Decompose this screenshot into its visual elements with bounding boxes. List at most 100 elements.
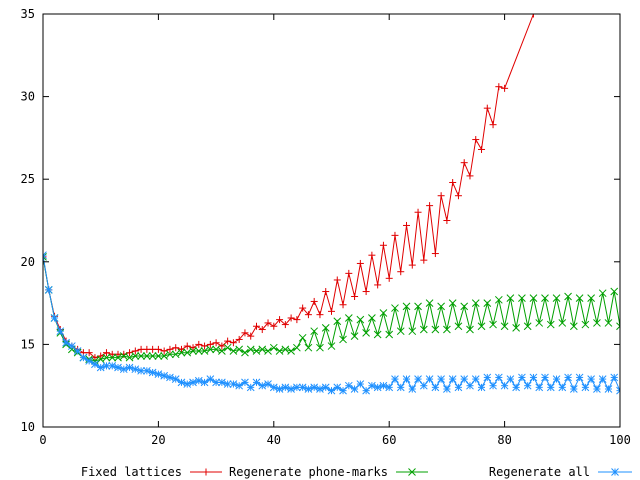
data-point xyxy=(73,347,82,355)
data-point xyxy=(293,316,301,324)
series-line xyxy=(43,14,534,359)
data-point xyxy=(518,373,526,382)
data-point xyxy=(466,381,474,390)
data-point xyxy=(281,383,290,392)
data-point xyxy=(391,304,399,312)
data-point xyxy=(472,136,480,144)
data-point xyxy=(437,375,445,383)
x-tick-label: 100 xyxy=(609,433,631,447)
data-point xyxy=(414,375,422,383)
data-point xyxy=(403,221,411,229)
data-point xyxy=(44,286,53,294)
legend-label: Regenerate all xyxy=(489,465,590,479)
data-point xyxy=(114,363,122,372)
data-point xyxy=(96,355,105,364)
data-point xyxy=(171,350,180,359)
data-point xyxy=(402,375,411,383)
data-point xyxy=(160,371,169,380)
data-point xyxy=(258,326,266,334)
data-point xyxy=(368,381,376,390)
data-point xyxy=(419,325,428,334)
x-tick-label: 80 xyxy=(497,433,511,447)
data-point xyxy=(391,231,399,239)
data-point xyxy=(362,328,370,337)
data-point xyxy=(339,301,347,309)
data-point xyxy=(460,302,469,311)
data-point xyxy=(298,333,307,342)
data-point xyxy=(379,381,388,390)
data-point xyxy=(281,345,290,354)
data-point xyxy=(575,294,584,302)
data-point xyxy=(437,192,445,200)
plot-frame xyxy=(42,13,621,428)
data-point xyxy=(443,217,451,224)
data-point xyxy=(408,385,417,393)
data-point xyxy=(396,327,405,336)
data-point xyxy=(218,378,226,387)
data-point xyxy=(546,320,555,329)
data-point xyxy=(351,292,359,300)
data-point xyxy=(471,375,480,383)
data-point xyxy=(137,352,145,360)
data-point xyxy=(558,383,567,392)
data-point xyxy=(131,352,140,360)
data-point xyxy=(252,322,260,330)
data-point xyxy=(269,343,278,352)
data-point xyxy=(194,347,203,355)
data-point xyxy=(552,375,561,383)
data-point xyxy=(310,297,318,305)
data-point xyxy=(102,349,110,357)
data-point xyxy=(431,325,440,334)
data-point xyxy=(304,343,313,352)
data-point xyxy=(328,307,335,315)
data-point xyxy=(246,345,255,354)
data-point xyxy=(85,349,93,357)
data-point xyxy=(299,304,307,312)
x-tick-label: 40 xyxy=(267,433,281,447)
data-point xyxy=(304,385,313,393)
data-point xyxy=(212,339,220,347)
data-point xyxy=(270,322,278,330)
data-point xyxy=(569,385,578,393)
data-point xyxy=(420,256,428,264)
x-tick-label: 60 xyxy=(382,433,396,447)
legend-marker xyxy=(611,468,619,476)
data-point xyxy=(478,145,486,153)
x-tick-label: 0 xyxy=(39,433,46,447)
data-point xyxy=(454,192,462,200)
data-point xyxy=(316,311,324,319)
ticks-layer: 0 20 40 60 80 100 10 15 20 25 30 35 xyxy=(21,7,631,447)
data-point xyxy=(431,250,439,258)
data-point xyxy=(166,350,174,359)
data-point xyxy=(154,352,163,360)
data-point xyxy=(218,347,226,355)
data-point xyxy=(535,383,544,392)
data-point xyxy=(264,319,272,327)
data-point xyxy=(512,383,520,392)
data-point xyxy=(414,302,422,311)
data-point xyxy=(293,343,301,352)
data-point xyxy=(298,383,307,392)
data-point xyxy=(114,353,122,362)
data-point xyxy=(373,330,382,339)
data-point xyxy=(443,385,451,393)
data-point xyxy=(154,370,163,378)
data-point xyxy=(448,299,457,307)
data-point xyxy=(506,294,515,302)
legend-item: Regenerate phone-marks xyxy=(229,465,428,479)
data-point xyxy=(523,381,532,390)
data-point xyxy=(379,309,388,317)
data-point xyxy=(269,383,278,392)
data-point xyxy=(345,269,353,277)
data-point xyxy=(119,365,128,374)
data-point xyxy=(529,373,538,382)
data-point xyxy=(564,292,572,301)
data-point xyxy=(431,383,440,392)
data-point xyxy=(552,294,561,302)
data-point xyxy=(466,172,474,180)
data-point xyxy=(483,373,492,382)
data-point xyxy=(125,353,134,362)
data-point xyxy=(523,322,532,331)
data-point xyxy=(483,299,492,307)
data-point xyxy=(506,375,515,383)
